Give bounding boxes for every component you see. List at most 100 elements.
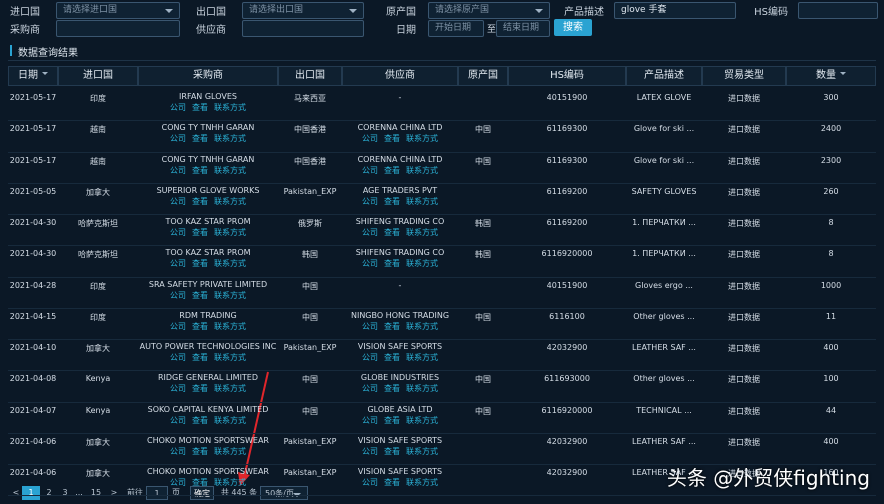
company-link[interactable]: 查看 xyxy=(192,228,208,237)
company-link[interactable]: 查看 xyxy=(192,384,208,394)
company-link[interactable]: 公司 xyxy=(170,103,186,112)
cell-text: 100 xyxy=(823,374,839,384)
cell-text: LATEX GLOVE xyxy=(636,93,692,102)
company-link[interactable]: 公司 xyxy=(170,259,186,269)
company-link[interactable]: 查看 xyxy=(192,134,208,144)
company-link[interactable]: 联系方式 xyxy=(214,478,246,487)
company-link[interactable]: 查看 xyxy=(384,353,400,362)
company-link[interactable]: 公司 xyxy=(362,228,378,237)
company-link[interactable]: 联系方式 xyxy=(214,196,246,206)
company-link[interactable]: 联系方式 xyxy=(406,478,438,487)
column-header[interactable]: 日期 xyxy=(8,66,58,86)
company-link[interactable]: 查看 xyxy=(192,290,208,300)
select[interactable]: 请选择原产国 xyxy=(428,2,550,19)
input[interactable] xyxy=(56,20,180,37)
company-link[interactable]: 查看 xyxy=(384,196,400,206)
company-link[interactable]: 查看 xyxy=(384,228,400,237)
company-link[interactable]: 联系方式 xyxy=(214,446,246,456)
company-link[interactable]: 公司 xyxy=(170,415,186,425)
company-link[interactable]: 公司 xyxy=(362,478,378,487)
company-link[interactable]: 联系方式 xyxy=(214,353,246,362)
select[interactable]: 请选择出口国 xyxy=(242,2,364,19)
company-link[interactable]: 公司 xyxy=(170,290,186,300)
supplier-name: SHIFENG TRADING CO xyxy=(355,248,445,258)
company-link[interactable]: 查看 xyxy=(192,446,208,456)
company-link[interactable]: 公司 xyxy=(362,415,378,425)
company-link[interactable]: 查看 xyxy=(384,134,400,144)
company-link[interactable]: 查看 xyxy=(384,384,400,394)
company-link[interactable]: 联系方式 xyxy=(214,103,246,112)
company-link[interactable]: 联系方式 xyxy=(214,134,246,144)
company-link[interactable]: 公司 xyxy=(170,478,186,487)
prev-button[interactable]: < xyxy=(12,488,20,497)
company-link[interactable]: 公司 xyxy=(170,228,186,237)
search-button[interactable]: 搜索 xyxy=(554,19,592,36)
company-link[interactable]: 查看 xyxy=(384,478,400,487)
company-link[interactable]: 联系方式 xyxy=(214,321,246,331)
cell-text: 400 xyxy=(823,436,839,446)
company-link[interactable]: 查看 xyxy=(192,415,208,425)
company-link[interactable]: 联系方式 xyxy=(214,384,246,394)
input[interactable] xyxy=(242,20,364,37)
company-link[interactable]: 联系方式 xyxy=(406,196,438,206)
company-link[interactable]: 联系方式 xyxy=(406,259,438,269)
input[interactable]: glove 手套 xyxy=(614,2,736,19)
company-link[interactable]: 查看 xyxy=(192,353,208,362)
page-button[interactable]: 15 xyxy=(90,488,102,497)
company-link[interactable]: 联系方式 xyxy=(214,228,246,237)
company-link[interactable]: 查看 xyxy=(192,196,208,206)
company-link[interactable]: 公司 xyxy=(362,446,378,456)
company-link[interactable]: 查看 xyxy=(192,103,208,112)
company-link[interactable]: 查看 xyxy=(384,165,400,175)
next-button[interactable]: > xyxy=(110,488,118,497)
date-input[interactable]: 结束日期 xyxy=(496,20,550,37)
company-link[interactable]: 查看 xyxy=(192,259,208,269)
company-link[interactable]: 公司 xyxy=(362,196,378,206)
company-link[interactable]: 公司 xyxy=(362,353,378,362)
company-link[interactable]: 查看 xyxy=(384,415,400,425)
date-input[interactable]: 开始日期 xyxy=(428,20,484,37)
company-links: 公司 查看 联系方式 xyxy=(342,477,458,488)
company-link[interactable]: 查看 xyxy=(384,446,400,456)
company-link[interactable]: 联系方式 xyxy=(214,165,246,175)
company-link[interactable]: 联系方式 xyxy=(406,228,438,237)
company-link[interactable]: 联系方式 xyxy=(406,165,438,175)
column-header[interactable]: 数量 xyxy=(786,66,876,86)
company-link[interactable]: 联系方式 xyxy=(406,321,438,331)
company-link[interactable]: 公司 xyxy=(170,321,186,331)
company-link[interactable]: 公司 xyxy=(362,321,378,331)
company-link[interactable]: 联系方式 xyxy=(406,134,438,144)
page-button[interactable]: 1 xyxy=(22,486,40,500)
company-link[interactable]: 联系方式 xyxy=(406,415,438,425)
confirm-button[interactable]: 确定 xyxy=(190,486,214,500)
company-link[interactable]: 联系方式 xyxy=(406,353,438,362)
company-link[interactable]: 公司 xyxy=(170,446,186,456)
company-link[interactable]: 公司 xyxy=(170,165,186,175)
company-link[interactable]: 公司 xyxy=(362,259,378,269)
company-link[interactable]: 公司 xyxy=(170,384,186,394)
cell-text: 42032900 xyxy=(546,468,588,477)
select[interactable]: 请选择进口国 xyxy=(56,2,180,19)
page-input[interactable]: 1 xyxy=(146,486,168,500)
company-link[interactable]: 公司 xyxy=(362,165,378,175)
row-divider xyxy=(8,339,876,340)
page-button[interactable]: 3 xyxy=(62,488,68,497)
company-link[interactable]: 公司 xyxy=(170,353,186,362)
company-link[interactable]: 公司 xyxy=(362,384,378,394)
input[interactable] xyxy=(798,2,878,19)
company-link[interactable]: 查看 xyxy=(384,259,400,269)
company-link[interactable]: 公司 xyxy=(362,134,378,144)
company-link[interactable]: 查看 xyxy=(192,321,208,331)
page-button[interactable]: 2 xyxy=(46,488,52,497)
company-link[interactable]: 查看 xyxy=(192,165,208,175)
company-link[interactable]: 查看 xyxy=(192,478,208,487)
company-link[interactable]: 联系方式 xyxy=(406,384,438,394)
company-link[interactable]: 公司 xyxy=(170,196,186,206)
company-link[interactable]: 联系方式 xyxy=(214,259,246,269)
company-link[interactable]: 公司 xyxy=(170,134,186,144)
company-link[interactable]: 联系方式 xyxy=(214,290,246,300)
page-size-select[interactable]: 50条/页 xyxy=(260,486,308,500)
company-link[interactable]: 查看 xyxy=(384,321,400,331)
company-link[interactable]: 联系方式 xyxy=(214,415,246,425)
company-link[interactable]: 联系方式 xyxy=(406,446,438,456)
